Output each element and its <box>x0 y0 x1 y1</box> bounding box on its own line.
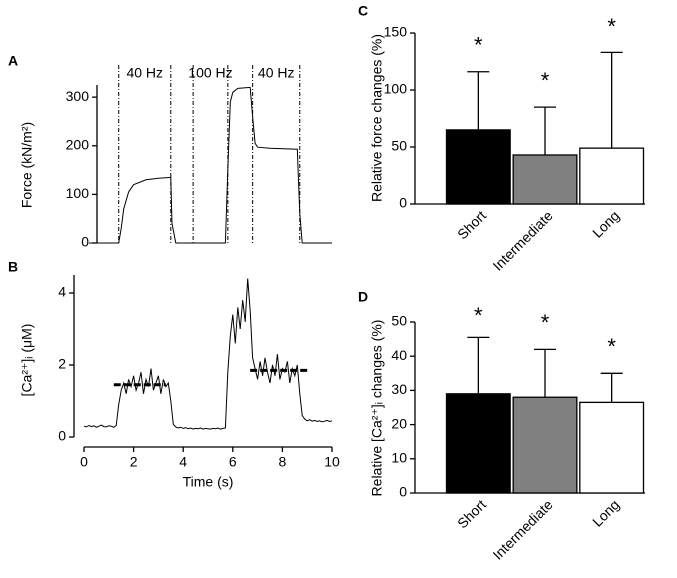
stimulus-label: 40 Hz <box>258 65 295 81</box>
y-tick-label: 50 <box>391 138 407 154</box>
y-tick-label: 2 <box>58 356 66 372</box>
x-tick-label: 0 <box>80 454 88 470</box>
x-tick-label: Short <box>454 207 489 242</box>
y-tick-label: 150 <box>384 24 408 40</box>
y-axis-label: Relative [Ca²⁺]ᵢ changes (%) <box>369 320 385 497</box>
y-axis-label: [Ca²⁺]ᵢ (μM) <box>19 324 35 397</box>
y-tick-label: 100 <box>384 81 408 97</box>
y-tick-label: 200 <box>66 136 90 152</box>
y-tick-label: 300 <box>66 88 90 104</box>
y-tick-label: 100 <box>66 185 90 201</box>
x-axis-label: Time (s) <box>183 474 234 490</box>
significance: * <box>607 14 616 39</box>
significance: * <box>474 303 483 328</box>
y-tick-label: 10 <box>391 450 407 466</box>
trace <box>89 86 332 244</box>
bar <box>445 393 511 494</box>
panel-letter: C <box>358 3 368 19</box>
x-tick-label: 8 <box>279 454 287 470</box>
y-tick-label: 30 <box>391 381 407 397</box>
stimulus-label: 100 Hz <box>188 65 232 81</box>
x-tick-label: Long <box>589 207 622 240</box>
significance: * <box>474 33 483 58</box>
x-tick-label: Long <box>589 496 622 529</box>
x-tick-label: 2 <box>130 454 138 470</box>
significance: * <box>607 334 616 359</box>
bar <box>445 129 511 205</box>
y-tick-label: 0 <box>399 484 407 500</box>
bar <box>512 154 578 205</box>
bar <box>579 147 645 205</box>
panel-letter: D <box>358 289 368 305</box>
y-tick-label: 4 <box>58 284 66 300</box>
x-tick-label: 10 <box>324 454 340 470</box>
x-tick-label: Intermediate <box>489 207 555 273</box>
y-tick-label: 50 <box>391 313 407 329</box>
y-tick-label: 40 <box>391 347 407 363</box>
y-tick-label: 0 <box>399 195 407 211</box>
y-tick-label: 20 <box>391 415 407 431</box>
x-tick-label: Intermediate <box>489 496 555 562</box>
bar <box>512 396 578 494</box>
x-tick-label: 4 <box>179 454 187 470</box>
bar <box>579 401 645 494</box>
trace <box>83 278 333 430</box>
panel-letter: B <box>8 259 18 275</box>
y-tick-label: 0 <box>58 428 66 444</box>
significance: * <box>541 310 550 335</box>
y-axis-label: Relative force changes (%) <box>369 34 385 202</box>
x-tick-label: 6 <box>229 454 237 470</box>
y-tick-label: 0 <box>81 234 89 250</box>
significance: * <box>541 68 550 93</box>
y-axis-label: Force (kN/m²) <box>19 122 35 208</box>
panel-letter: A <box>8 53 18 69</box>
stimulus-label: 40 Hz <box>126 65 163 81</box>
x-tick-label: Short <box>454 496 489 531</box>
